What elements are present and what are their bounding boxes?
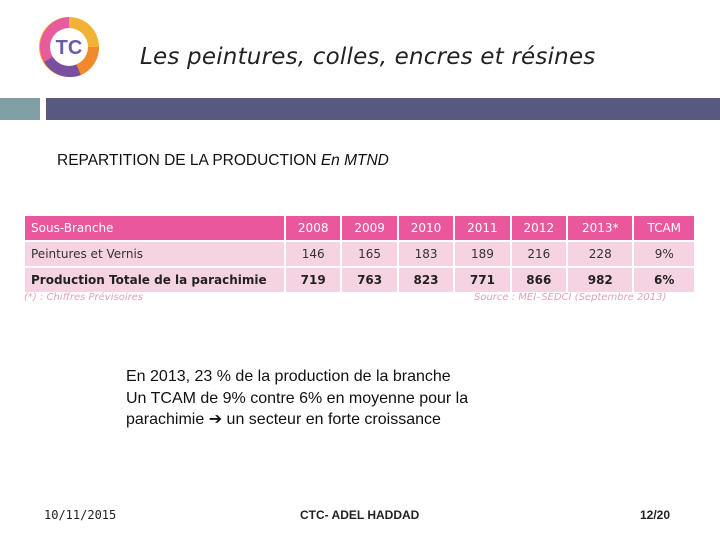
table-header-cell: 2009 <box>342 216 397 240</box>
accent-bar-right <box>46 98 720 120</box>
footer-page-number: 12/20 <box>640 508 671 522</box>
table-cell: 823 <box>398 268 454 292</box>
logo-text: TC <box>56 37 83 59</box>
subtitle-text: REPARTITION DE LA PRODUCTION <box>57 152 321 169</box>
body-line-text: parachimie <box>126 411 209 428</box>
page-title: Les peintures, colles, encres et résines <box>140 44 596 70</box>
table-cell: 228 <box>568 242 633 266</box>
table-header-cell: 2010 <box>398 216 454 240</box>
table-cell: 183 <box>398 242 454 266</box>
accent-bar-left <box>0 98 40 120</box>
body-text: En 2013, 23 % de la production de la bra… <box>126 366 468 431</box>
table-footnote: (*) : Chiffres Prévisoires <box>24 292 144 303</box>
arrow-right-icon: ➔ <box>208 411 223 428</box>
body-line-text: un secteur en forte croissance <box>222 411 441 428</box>
table-cell: Peintures et Vernis <box>25 242 284 266</box>
table-cell: 866 <box>511 268 567 292</box>
table-cell: 189 <box>455 242 510 266</box>
table-header-cell: 2008 <box>286 216 341 240</box>
table-cell: 216 <box>511 242 567 266</box>
table-cell: 771 <box>455 268 510 292</box>
table-header-cell: TCAM <box>634 216 694 240</box>
footer-date: 10/11/2015 <box>44 508 117 522</box>
table-row: Peintures et Vernis 146 165 183 189 216 … <box>25 242 694 266</box>
table-header-cell: 2012 <box>511 216 567 240</box>
body-line: parachimie ➔ un secteur en forte croissa… <box>126 409 468 431</box>
table-row: Production Totale de la parachimie 719 7… <box>25 268 694 292</box>
table-cell: 146 <box>286 242 341 266</box>
body-line: Un TCAM de 9% contre 6% en moyenne pour … <box>126 389 469 407</box>
section-subtitle: REPARTITION DE LA PRODUCTION En MTND <box>57 152 389 170</box>
ctc-logo: TC <box>39 17 100 78</box>
table-source: Source : MEI–SEDCI (Septembre 2013) <box>474 292 667 303</box>
table-cell: 763 <box>342 268 397 292</box>
table-header-row: Sous-Branche 2008 2009 2010 2011 2012 20… <box>25 216 694 240</box>
table-cell: 165 <box>342 242 397 266</box>
body-line: En 2013, 23 % de la production de la bra… <box>126 368 451 385</box>
table-cell: 6% <box>634 268 694 292</box>
production-table: Sous-Branche 2008 2009 2010 2011 2012 20… <box>23 214 696 294</box>
subtitle-unit: En MTND <box>320 152 389 169</box>
table-cell: Production Totale de la parachimie <box>25 268 284 292</box>
footer-author: CTC- ADEL HADDAD <box>300 508 420 522</box>
table-header-cell: Sous-Branche <box>25 216 284 240</box>
table-cell: 982 <box>568 268 633 292</box>
table-cell: 9% <box>634 242 694 266</box>
table-header-cell: 2013* <box>568 216 633 240</box>
table-header-cell: 2011 <box>455 216 510 240</box>
table-cell: 719 <box>286 268 341 292</box>
